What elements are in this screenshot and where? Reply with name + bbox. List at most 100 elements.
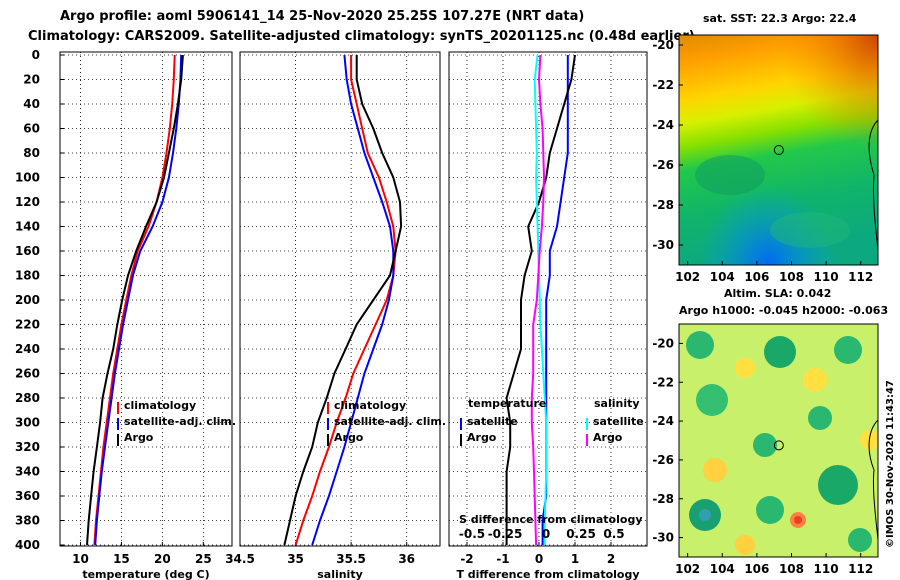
- x-tick-label: 34.5: [225, 552, 255, 566]
- lon-tick-label: 108: [779, 562, 804, 576]
- y-tick-label: 340: [15, 465, 40, 479]
- y-tick-label: 220: [15, 318, 40, 332]
- y-tick-label: 380: [15, 514, 40, 528]
- lon-tick-label: 112: [848, 270, 873, 284]
- sla-map-ticks: 102 104 106 108 110 112 -20 -22 -24 -26 -28 -30: [652, 336, 873, 576]
- y-tick-label: 40: [23, 97, 40, 111]
- secondary-tick-label: 0: [542, 527, 550, 541]
- lon-tick-label: 102: [675, 562, 700, 576]
- series-line: [294, 55, 397, 546]
- y-tick-label: 100: [15, 171, 40, 185]
- lat-tick-label: -26: [652, 453, 674, 467]
- secondary-tick-label: -0.5: [459, 527, 485, 541]
- sst-float-marker: [773, 145, 784, 155]
- sla-coastline: [868, 419, 879, 541]
- lat-tick-label: -24: [652, 118, 674, 132]
- x-tick-label: 15: [113, 552, 130, 566]
- y-tick-label: 200: [15, 293, 40, 307]
- y-tick-label: 140: [15, 220, 40, 234]
- lon-tick-label: 110: [814, 562, 839, 576]
- y-tick-label: 120: [15, 195, 40, 209]
- panel-frame: [239, 51, 441, 547]
- header-line-1: Argo profile: aoml 5906141_14 25-Nov-202…: [60, 9, 584, 24]
- y-tick-label: 360: [15, 489, 40, 503]
- legend-label: climatology: [334, 399, 406, 412]
- lat-tick-label: -28: [652, 198, 674, 212]
- sst-map-frame: [678, 34, 879, 266]
- lat-tick-label: -24: [652, 414, 674, 428]
- lon-tick-label: 102: [675, 270, 700, 284]
- legend-label: Argo: [334, 431, 364, 444]
- legend-label: Argo: [593, 431, 623, 444]
- secondary-tick-label: 0.25: [566, 527, 596, 541]
- x-axis-label: T difference from climatology: [456, 568, 639, 580]
- temperature-panel: 10 15 20 25 temperature (deg C) 0 20 40 60 80 100 1…: [15, 48, 236, 580]
- lon-tick-label: 112: [848, 562, 873, 576]
- panel-frame: [448, 51, 648, 547]
- legend-label: satellite-adj. clim.: [334, 415, 446, 428]
- imos-watermark: ©IMOS 30-Nov-2020 11:43:47: [885, 380, 896, 548]
- lon-tick-label: 104: [710, 562, 735, 576]
- y-tick-label: 240: [15, 342, 40, 356]
- y-tick-label: 300: [15, 416, 40, 430]
- series-line: [283, 55, 403, 546]
- lon-tick-label: 108: [779, 270, 804, 284]
- lat-tick-label: -22: [652, 78, 674, 92]
- series-line: [93, 54, 176, 546]
- y-tick-label: 160: [15, 244, 40, 258]
- lon-tick-label: 106: [744, 562, 769, 576]
- legend-title-salinity: salinity: [594, 397, 640, 410]
- secondary-tick-label: 0.5: [603, 527, 624, 541]
- y-tick-label: 280: [15, 391, 40, 405]
- x-tick-label: -1: [496, 552, 509, 566]
- legend-label: climatology: [124, 399, 196, 412]
- legend-label: satellite-adj. clim.: [124, 415, 236, 428]
- lat-tick-label: -26: [652, 158, 674, 172]
- x-tick-label: 36: [398, 552, 415, 566]
- legend-title-temperature: temperature: [468, 397, 546, 410]
- y-tick-label: 400: [15, 538, 40, 552]
- y-tick-label: 180: [15, 269, 40, 283]
- series-line: [505, 54, 576, 545]
- secondary-axis-label: S difference from climatology: [459, 513, 643, 526]
- x-tick-label: 20: [154, 552, 171, 566]
- series-line: [530, 54, 546, 546]
- x-tick-label: 35: [287, 552, 304, 566]
- sla-float-marker: [773, 440, 784, 451]
- lat-tick-label: -22: [652, 375, 674, 389]
- sla-map-title-1: Altim. SLA: 0.042: [724, 287, 831, 300]
- secondary-tick-label: -0.25: [488, 527, 523, 541]
- series-line: [311, 54, 395, 546]
- y-tick-label: 0: [32, 48, 40, 62]
- x-tick-label: -2: [460, 552, 473, 566]
- series-line: [533, 54, 548, 545]
- lon-tick-label: 110: [814, 270, 839, 284]
- x-tick-label: 1: [571, 552, 579, 566]
- x-axis-label: salinity: [317, 568, 363, 580]
- lat-tick-label: -20: [652, 38, 674, 52]
- header-line-2: Climatology: CARS2009. Satellite-adjuste…: [28, 29, 695, 44]
- panel-frame: [59, 51, 233, 547]
- y-tick-label: 260: [15, 367, 40, 381]
- lon-tick-label: 106: [744, 270, 769, 284]
- y-tick-label: 320: [15, 440, 40, 454]
- y-tick-label: 60: [23, 122, 40, 136]
- series-line: [94, 54, 183, 546]
- lon-tick-label: 104: [710, 270, 735, 284]
- legend-label: satellite: [467, 415, 518, 428]
- y-tick-label: 80: [23, 146, 40, 160]
- x-tick-label: 35.5: [336, 552, 366, 566]
- sla-map-frame: [678, 323, 879, 558]
- lat-tick-label: -20: [652, 336, 674, 350]
- y-tick-label: 20: [23, 73, 40, 87]
- x-tick-label: 10: [72, 552, 89, 566]
- sla-map-title-2: Argo h1000: -0.045 h2000: -0.063: [679, 304, 888, 317]
- sst-coastline: [868, 119, 879, 251]
- lat-tick-label: -30: [652, 238, 674, 252]
- sst-map-title: sat. SST: 22.3 Argo: 22.4: [703, 12, 857, 25]
- x-tick-label: 0: [535, 552, 543, 566]
- x-axis-label: temperature (deg C): [82, 568, 209, 580]
- legend-label: Argo: [124, 431, 154, 444]
- x-tick-label: 25: [195, 552, 212, 566]
